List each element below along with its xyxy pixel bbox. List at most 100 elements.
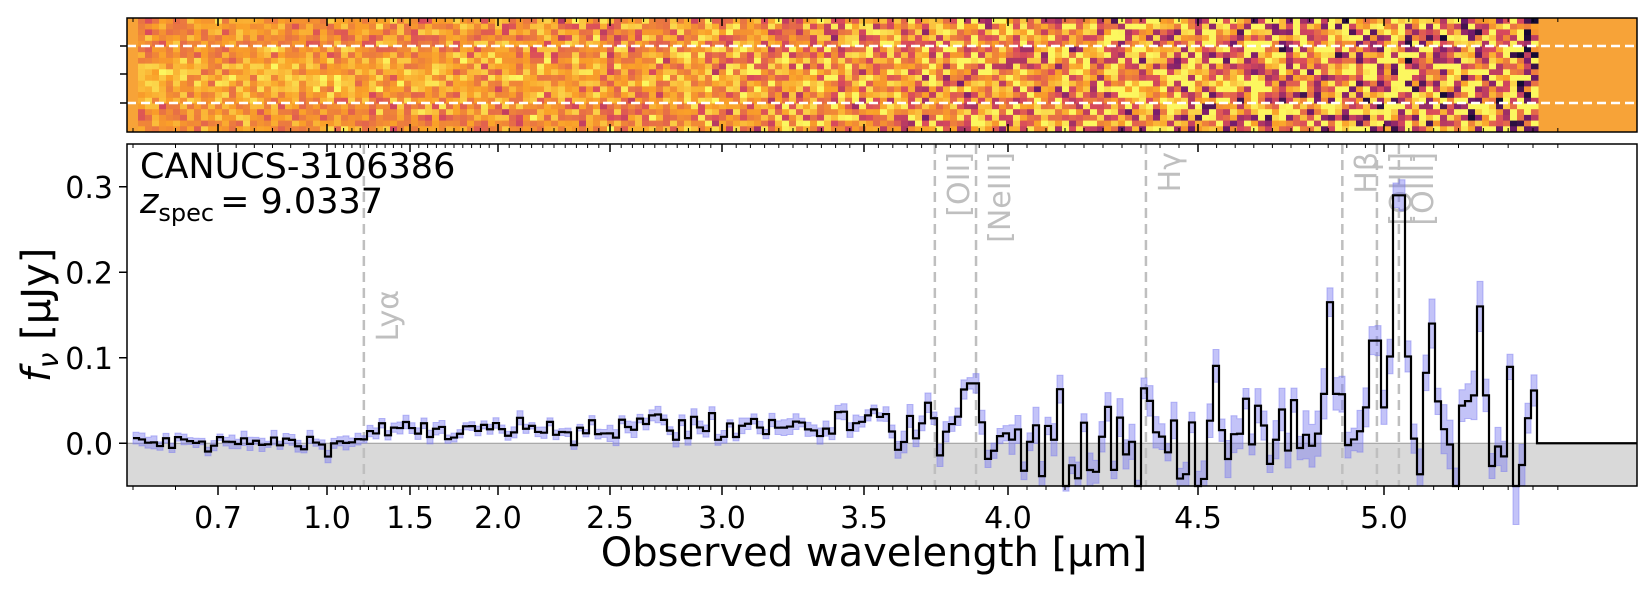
heatmap-cell <box>334 75 342 82</box>
heatmap-cell <box>831 114 839 122</box>
heatmap-cell <box>1279 120 1287 127</box>
heatmap-cell <box>1300 126 1308 133</box>
heatmap-cell <box>1412 114 1420 122</box>
heatmap-cell <box>1202 75 1210 82</box>
heatmap-cell <box>971 57 979 65</box>
heatmap-cell <box>1517 18 1525 25</box>
heatmap-cell <box>747 52 755 59</box>
heatmap-cell <box>922 57 930 65</box>
heatmap-cell <box>222 69 230 76</box>
heatmap-cell <box>411 109 419 116</box>
heatmap-cell <box>299 103 307 110</box>
heatmap-cell <box>1279 63 1287 70</box>
heatmap-cell <box>782 52 790 59</box>
heatmap-cell <box>901 120 909 127</box>
heatmap-cell <box>516 46 524 53</box>
heatmap-cell <box>1510 103 1518 110</box>
heatmap-cell <box>313 75 321 82</box>
heatmap-cell <box>670 80 678 87</box>
heatmap-cell <box>635 46 643 53</box>
heatmap-cell <box>1167 35 1175 42</box>
heatmap-cell <box>1398 92 1406 99</box>
heatmap-cell <box>1293 29 1301 36</box>
heatmap-cell <box>187 57 195 65</box>
heatmap-cell <box>229 109 237 116</box>
heatmap-cell <box>950 75 958 82</box>
heatmap-cell <box>1475 57 1483 65</box>
heatmap-cell <box>985 103 993 110</box>
heatmap-cell <box>782 109 790 116</box>
heatmap-cell <box>852 69 860 76</box>
heatmap-cell <box>1076 120 1084 127</box>
heatmap-cell <box>796 35 804 42</box>
heatmap-cell <box>1300 63 1308 70</box>
heatmap-cell <box>670 92 678 99</box>
heatmap-cell <box>922 35 930 42</box>
heatmap-cell <box>698 109 706 116</box>
heatmap-cell <box>1363 109 1371 116</box>
heatmap-cell <box>1419 80 1427 87</box>
heatmap-cell <box>1412 29 1420 36</box>
heatmap-cell <box>943 23 951 30</box>
heatmap-cell <box>376 40 384 47</box>
heatmap-cell <box>1118 29 1126 36</box>
heatmap-cell <box>1454 126 1462 133</box>
heatmap-cell <box>1286 40 1294 47</box>
heatmap-cell <box>460 80 468 87</box>
heatmap-cell <box>460 126 468 133</box>
heatmap-cell <box>684 40 692 47</box>
heatmap-cell <box>558 92 566 99</box>
heatmap-cell <box>586 18 594 25</box>
heatmap-cell <box>677 86 685 93</box>
heatmap-cell <box>852 23 860 30</box>
heatmap-cell <box>810 114 818 122</box>
heatmap-cell <box>719 29 727 36</box>
heatmap-cell <box>292 86 300 93</box>
heatmap-cell <box>943 103 951 110</box>
heatmap-cell <box>355 29 363 36</box>
heatmap-cell <box>565 52 573 59</box>
heatmap-cell <box>656 120 664 127</box>
heatmap-cell <box>1398 86 1406 93</box>
heatmap-cell <box>817 57 825 65</box>
heatmap-cell <box>376 75 384 82</box>
heatmap-cell <box>1160 63 1168 70</box>
heatmap-cell <box>187 18 195 25</box>
heatmap-cell <box>1300 109 1308 116</box>
heatmap-cell <box>600 29 608 36</box>
heatmap-cell <box>1370 103 1378 110</box>
heatmap-cell <box>488 18 496 25</box>
heatmap-cell <box>782 29 790 36</box>
heatmap-cell <box>768 80 776 87</box>
heatmap-cell <box>1328 92 1336 99</box>
heatmap-cell <box>859 103 867 110</box>
heatmap-cell <box>1076 114 1084 122</box>
heatmap-cell <box>369 92 377 99</box>
heatmap-cell <box>425 103 433 110</box>
heatmap-cell <box>1335 97 1343 104</box>
heatmap-cell <box>705 86 713 93</box>
heatmap-cell <box>698 97 706 104</box>
heatmap-cell <box>712 80 720 87</box>
heatmap-cell <box>1146 97 1154 104</box>
heatmap-cell <box>138 109 146 116</box>
heatmap-cell <box>922 114 930 122</box>
heatmap-cell <box>537 86 545 93</box>
heatmap-cell <box>1125 46 1133 53</box>
heatmap-cell <box>803 40 811 47</box>
heatmap-cell <box>334 86 342 93</box>
heatmap-cell <box>334 52 342 59</box>
heatmap-cell <box>1335 86 1343 93</box>
heatmap-cell <box>831 86 839 93</box>
heatmap-cell <box>1251 35 1259 42</box>
heatmap-cell <box>705 35 713 42</box>
heatmap-cell <box>1426 18 1434 25</box>
heatmap-cell <box>1384 86 1392 93</box>
heatmap-cell <box>474 103 482 110</box>
heatmap-cell <box>1363 40 1371 47</box>
heatmap-cell <box>397 120 405 127</box>
heatmap-cell <box>1083 29 1091 36</box>
heatmap-cell <box>831 126 839 133</box>
heatmap-cell <box>404 80 412 87</box>
heatmap-cell <box>1055 103 1063 110</box>
